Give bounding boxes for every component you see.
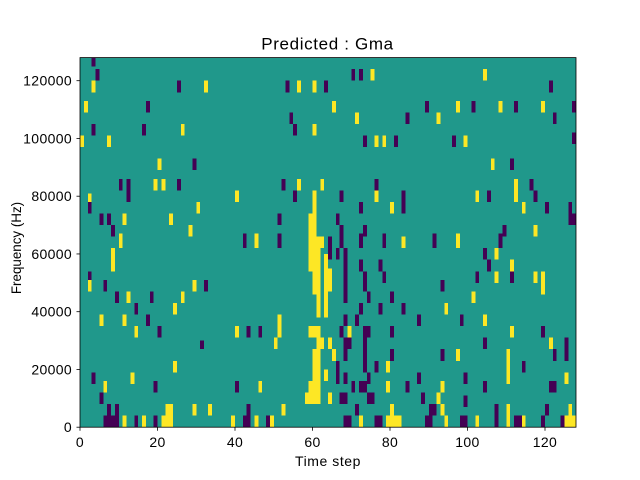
svg-text:Predicted : Gma: Predicted : Gma [261,34,394,53]
svg-text:60: 60 [304,434,320,450]
svg-text:100: 100 [455,434,479,450]
svg-text:60000: 60000 [31,246,72,262]
svg-text:120: 120 [533,434,557,450]
svg-text:80: 80 [382,434,398,450]
svg-text:0: 0 [76,434,84,450]
svg-text:Frequency (Hz): Frequency (Hz) [9,202,24,294]
svg-text:40: 40 [227,434,243,450]
svg-text:20: 20 [149,434,165,450]
svg-text:40000: 40000 [31,304,72,320]
svg-text:20000: 20000 [31,361,72,377]
svg-text:0: 0 [64,419,72,435]
svg-text:100000: 100000 [23,130,72,146]
svg-text:120000: 120000 [23,73,72,89]
svg-text:Time step: Time step [295,453,361,469]
svg-text:80000: 80000 [31,188,72,204]
